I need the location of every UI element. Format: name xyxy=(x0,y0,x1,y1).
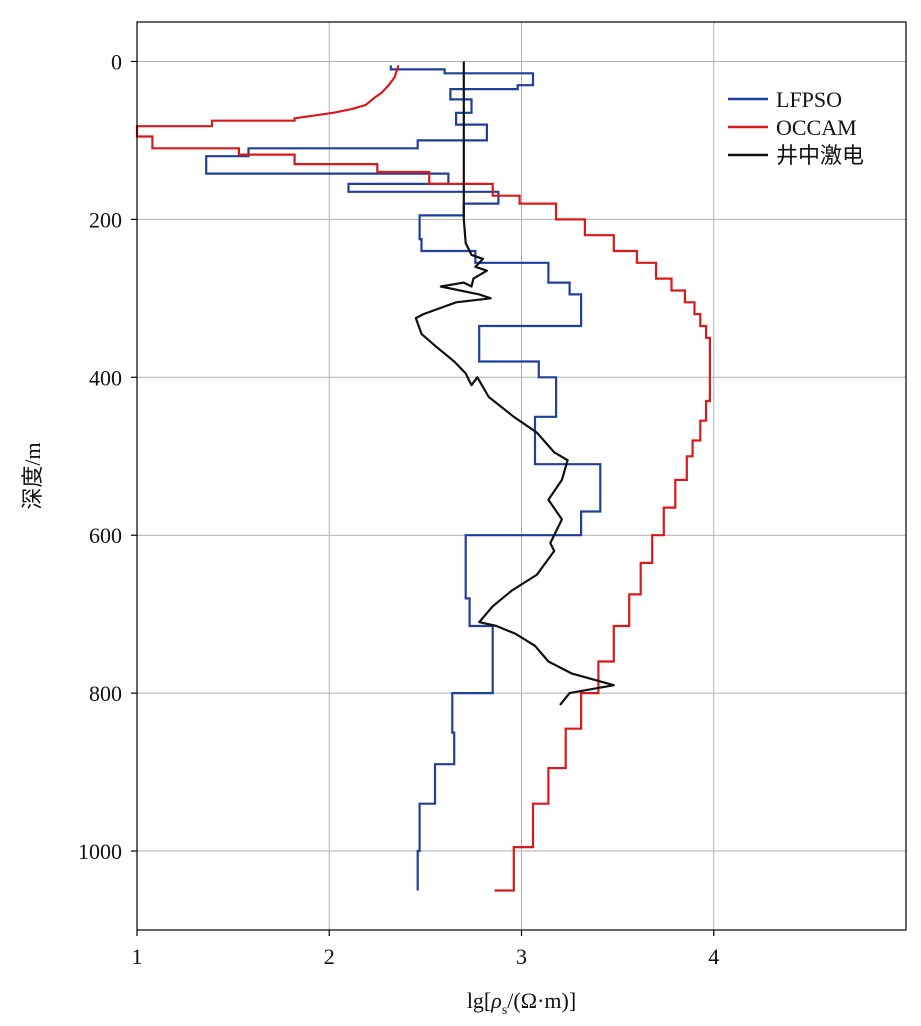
legend-label-1: OCCAM xyxy=(776,115,857,140)
y-tick-label: 200 xyxy=(89,207,122,232)
y-tick-label: 0 xyxy=(111,49,122,74)
y-axis-label: 深度/m xyxy=(20,442,45,509)
axis-ticks: 1 2 3 4 0 200 400 600 800 1000 xyxy=(78,49,719,969)
x-axis-label: lg[ρs/(Ω·m)] xyxy=(467,988,576,1018)
legend-label-0: LFPSO xyxy=(776,87,842,112)
x-tick-label: 3 xyxy=(516,944,527,969)
y-tick-label: 600 xyxy=(89,523,122,548)
grid-lines xyxy=(137,22,906,930)
y-tick-label: 1000 xyxy=(78,839,122,864)
y-tick-label: 400 xyxy=(89,365,122,390)
y-tick-label: 800 xyxy=(89,681,122,706)
series-lines xyxy=(135,61,711,892)
series-line-1 xyxy=(135,65,711,892)
x-tick-label: 4 xyxy=(708,944,719,969)
legend-label-2: 井中激电 xyxy=(776,143,864,168)
x-tick-label: 2 xyxy=(324,944,335,969)
series-line-0 xyxy=(205,65,602,891)
x-tick-label: 1 xyxy=(132,944,143,969)
series-line-2 xyxy=(414,61,615,706)
legend: LFPSO OCCAM 井中激电 xyxy=(728,87,864,168)
